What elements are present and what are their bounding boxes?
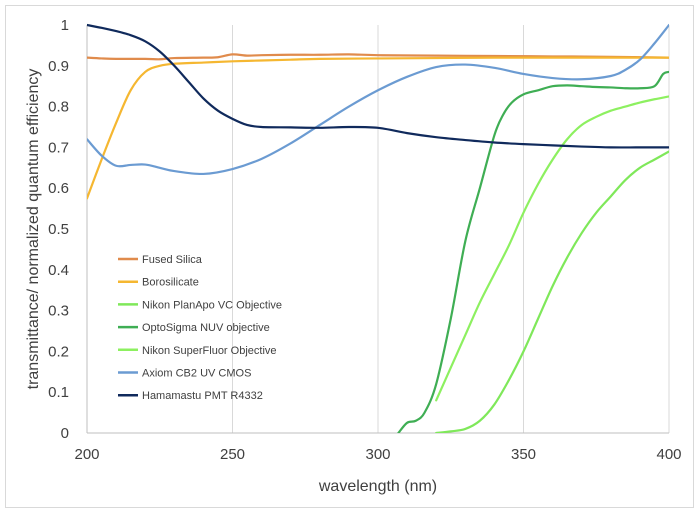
- series-line-0: [87, 53, 669, 61]
- x-tick-label-1: 250: [220, 446, 245, 463]
- legend-label-3: OptoSigma NUV objective: [142, 322, 270, 334]
- legend-label-6: Hamamastu PMT R4332: [142, 390, 263, 402]
- y-tick-label-6: 0.6: [48, 180, 69, 197]
- series-line-1: [87, 56, 669, 200]
- series-line-4: [435, 95, 669, 402]
- y-tick-label-0: 0: [61, 425, 69, 442]
- y-tick-label-4: 0.4: [48, 262, 69, 279]
- y-tick-label-5: 0.5: [48, 221, 69, 238]
- legend-label-1: Borosilicate: [142, 277, 199, 289]
- legend-label-2: Nikon PlanApo VC Objective: [142, 299, 282, 311]
- y-axis-title: transmittance/ normalized quantum effici…: [25, 69, 42, 390]
- y-tick-label-2: 0.2: [48, 343, 69, 360]
- x-tick-label-3: 350: [511, 446, 536, 463]
- y-tick-label-10: 1: [61, 17, 69, 34]
- legend-label-0: Fused Silica: [142, 254, 203, 266]
- series-line-5: [87, 23, 669, 176]
- x-tick-label-2: 300: [365, 446, 390, 463]
- legend-label-5: Axiom CB2 UV CMOS: [142, 368, 251, 380]
- x-tick-label-0: 200: [74, 446, 99, 463]
- legend-label-4: Nikon SuperFluor Objective: [142, 345, 277, 357]
- series-line-3: [397, 70, 669, 433]
- x-tick-label-4: 400: [656, 446, 681, 463]
- series-line-2: [435, 150, 669, 433]
- chart-frame: [5, 5, 694, 508]
- x-axis-title: wavelength (nm): [318, 478, 437, 495]
- y-tick-label-7: 0.7: [48, 139, 69, 156]
- y-tick-label-1: 0.1: [48, 384, 69, 401]
- y-tick-label-8: 0.8: [48, 99, 69, 116]
- series-line-6: [87, 23, 669, 149]
- y-tick-label-3: 0.3: [48, 303, 69, 320]
- y-tick-label-9: 0.9: [48, 58, 69, 75]
